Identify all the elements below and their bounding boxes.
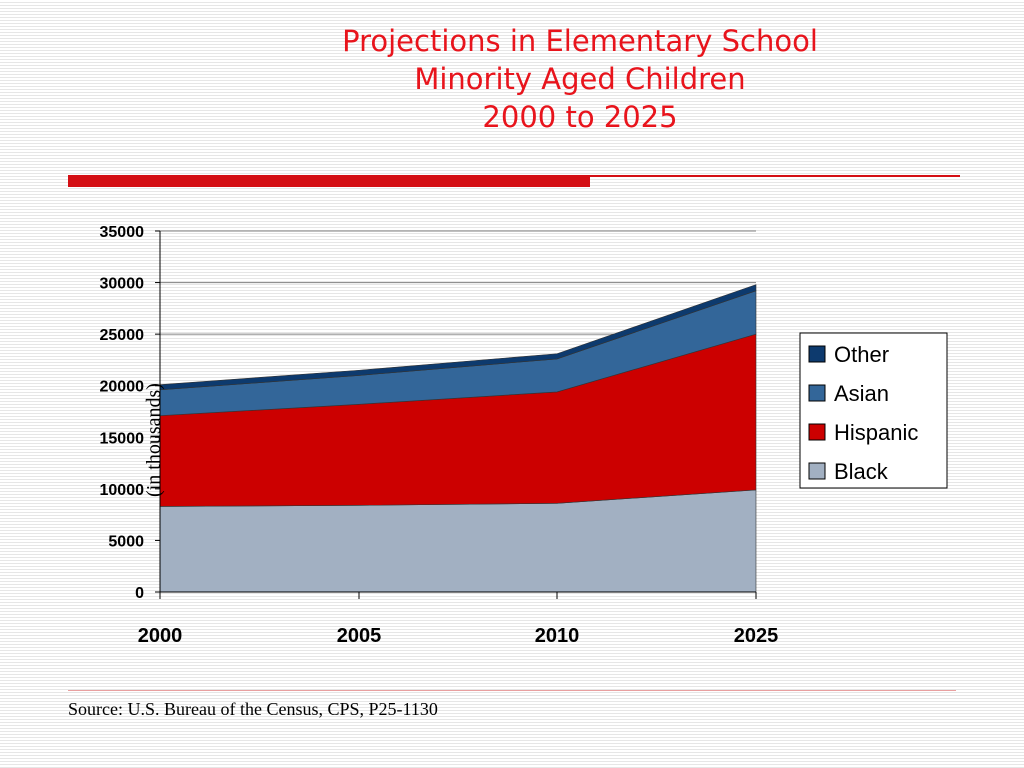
legend-label-black: Black — [834, 459, 889, 484]
x-tick-labels: 2000 2005 2010 2025 — [138, 625, 779, 647]
y-tick-labels: 0 5000 10000 15000 20000 25000 30000 35000 — [100, 224, 145, 602]
legend-swatch-asian — [808, 384, 826, 402]
footer-divider — [68, 690, 956, 691]
legend-label-other: Other — [834, 342, 889, 367]
y-tick-label: 10000 — [100, 482, 145, 499]
title-line-3: 2000 to 2025 — [482, 100, 678, 134]
y-tick-label: 5000 — [108, 533, 144, 550]
y-tick-label: 35000 — [100, 224, 145, 241]
slide-title: Projections in Elementary School Minorit… — [250, 22, 910, 136]
legend-swatch-other — [808, 345, 826, 363]
title-line-2: Minority Aged Children — [414, 62, 746, 96]
x-tick-label: 2010 — [535, 625, 580, 647]
y-axis-label: (in thousands) — [143, 383, 165, 497]
axes — [155, 230, 757, 599]
title-divider-thick — [68, 175, 590, 187]
y-tick-label: 0 — [135, 585, 144, 602]
legend-label-hispanic: Hispanic — [834, 420, 918, 445]
y-tick-label: 30000 — [100, 276, 145, 293]
legend-swatch-black — [808, 462, 826, 480]
legend: Other Asian Hispanic Black — [799, 332, 948, 489]
y-tick-label: 20000 — [100, 379, 145, 396]
legend-label-asian: Asian — [834, 381, 889, 406]
title-line-1: Projections in Elementary School — [342, 24, 818, 58]
x-tick-label: 2025 — [734, 625, 779, 647]
source-note: Source: U.S. Bureau of the Census, CPS, … — [68, 699, 438, 719]
y-tick-label: 25000 — [100, 327, 145, 344]
legend-swatch-hispanic — [808, 423, 826, 441]
y-tick-label: 15000 — [100, 430, 145, 447]
area-series — [159, 284, 757, 593]
area-other — [159, 284, 757, 391]
title-divider-thin — [590, 175, 960, 177]
x-tick-label: 2005 — [337, 625, 382, 647]
x-tick-label: 2000 — [138, 625, 183, 647]
